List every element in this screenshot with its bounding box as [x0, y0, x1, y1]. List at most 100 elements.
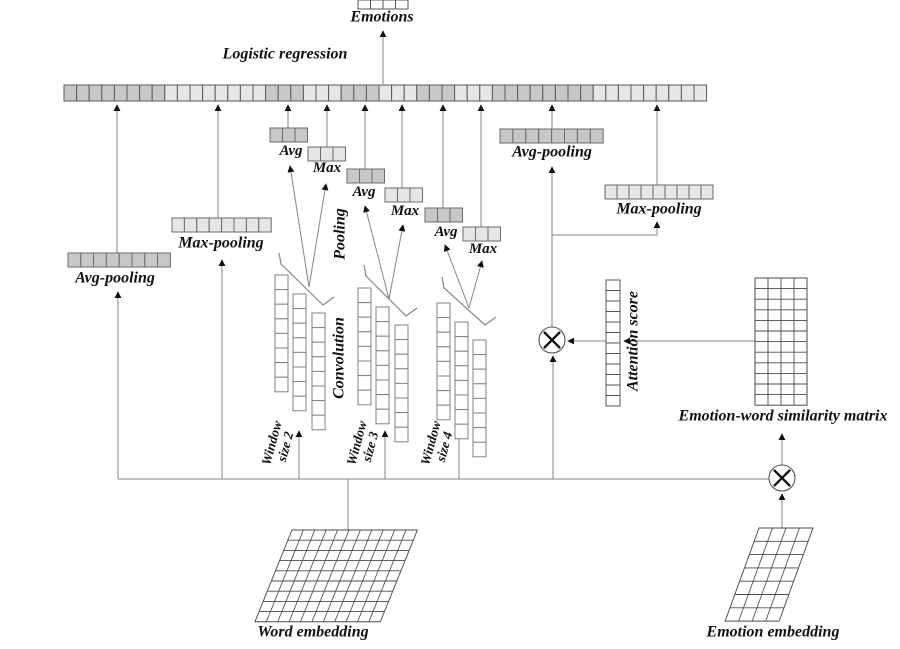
feature-vector-cell [340, 84, 355, 102]
avg1-vector-cell [282, 127, 296, 143]
conv-w2-col1-cell [274, 274, 289, 291]
conv-w2-col1-cell [274, 303, 289, 320]
feature-vector-cell [529, 84, 544, 102]
conv-w3-col2 [375, 306, 390, 425]
avg-pooling-right-vector-cell [525, 128, 540, 144]
avg1-vector-cell [294, 127, 308, 143]
max-pooling-right-vector-cell [616, 184, 630, 200]
word-embedding-grid [254, 529, 419, 623]
conv-w3-col3-cell [394, 368, 409, 384]
feature-vector-cell [76, 84, 90, 102]
avg1-vector-cell [269, 127, 283, 143]
conv-w2-col3-cell [311, 385, 326, 402]
avg-pooling-left-vector-cell [93, 252, 107, 268]
feature-vector-cell [88, 84, 103, 102]
emotions-vector-cell [395, 0, 409, 10]
max-pooling-right-vector-cell [628, 184, 642, 200]
attention-score-vector-cell [605, 342, 621, 354]
avg1-vector [269, 127, 308, 143]
emotions-vector-cell [357, 0, 371, 10]
conv-w4-col2-cell [454, 336, 469, 352]
attention-score-vector-cell [605, 311, 621, 323]
conv-w3-col3 [394, 324, 409, 443]
feature-vector-cell [504, 84, 519, 102]
emotion-embedding-grid [724, 527, 814, 622]
attention-score-vector-cell [605, 374, 621, 386]
feature-vector-cell [655, 84, 670, 102]
feature-vector-cell [605, 84, 619, 102]
feature-vector-cell [277, 84, 292, 102]
max-pooling-left-vector-cell [245, 217, 260, 233]
conv-w4-col2-cell [454, 321, 469, 338]
conv-w2-col1-cell [274, 376, 289, 393]
conv-w3-col1-cell [357, 287, 372, 304]
max-pooling-left-vector-cell [233, 217, 247, 233]
conv-w3-col1-cell [357, 316, 372, 333]
conv-w3-col2-cell [375, 379, 390, 396]
feature-vector-cell [214, 84, 229, 102]
conv-w3-col1 [357, 287, 372, 406]
feature-vector-cell [227, 84, 241, 102]
pooling-bracket-w2 [278, 252, 335, 306]
attention-score-vector-cell [605, 332, 621, 344]
avg-pooling-right-vector-cell [499, 128, 514, 144]
edge-w4-to-avg3 [443, 244, 470, 309]
avg3-vector [424, 207, 463, 223]
pooling-bracket-w3 [363, 264, 418, 317]
max-pooling-left-vector [171, 217, 272, 233]
conv-w3-col1-cell [357, 375, 372, 391]
feature-vector-cell [428, 84, 443, 102]
conv-w3-col1-cell [357, 302, 372, 318]
feature-vector-cell [403, 84, 418, 102]
feature-vector-cell [151, 84, 166, 102]
conv-w2-col2-cell [292, 395, 307, 412]
feature-vector-cell [416, 84, 430, 102]
conv-w2-col1-cell [274, 318, 289, 334]
feature-vector-cell [113, 84, 128, 102]
avg3-vector-cell [424, 207, 438, 223]
conv-w2-col1-cell [274, 332, 289, 349]
edge-w4-to-max3 [468, 260, 484, 309]
conv-w4-col2-cell [454, 379, 469, 396]
max-pooling-right-vector-cell [688, 184, 702, 200]
conv-w4-col1-cell [436, 331, 451, 348]
conv-w4-col1-cell [436, 317, 451, 333]
feature-vector-cell [63, 84, 78, 102]
feature-vector-cell [466, 84, 481, 102]
feature-vector-cell [454, 84, 468, 102]
max1-vector-cell [320, 146, 334, 162]
edge-w2-to-avg1 [287, 165, 310, 288]
feature-vector-cell [592, 84, 607, 102]
max-pooling-left-vector-cell [183, 217, 198, 233]
avg-pooling-right-vector-cell [576, 128, 591, 144]
attention-score-vector-cell [605, 395, 621, 407]
feature-vector-cell [176, 84, 191, 102]
conv-w3-col1-cell [357, 331, 372, 347]
feature-vector [63, 84, 708, 102]
max-pooling-left-vector-cell [221, 217, 235, 233]
conv-w3-col1-cell [357, 345, 372, 362]
conv-w3-col3-cell [394, 426, 409, 443]
conv-w3-col2-cell [375, 364, 390, 381]
avg-pooling-left-vector-cell [67, 252, 82, 268]
feature-vector-cell [315, 84, 330, 102]
avg-pooling-left-vector-cell [118, 252, 133, 268]
max2-vector-cell [384, 187, 398, 203]
conv-w4-col1-cell [436, 404, 451, 421]
feature-vector-cell [252, 84, 267, 102]
max-pooling-right-vector-cell [700, 184, 714, 200]
conv-w3-col3-cell [394, 397, 409, 414]
feature-vector-cell [239, 84, 254, 102]
conv-w4-col1-cell [436, 375, 451, 392]
feature-vector-cell [479, 84, 493, 102]
emotions-vector [357, 0, 409, 10]
max3-vector-cell [475, 226, 489, 242]
conv-w4-col2 [454, 321, 469, 440]
conv-w2-col1-cell [274, 362, 289, 378]
feature-vector-cell [164, 84, 178, 102]
feature-vector-cell [378, 84, 393, 102]
conv-w3-col1-cell [357, 360, 372, 377]
feature-vector-cell [517, 84, 531, 102]
conv-w4-col1-cell [436, 360, 451, 377]
attention-score-vector-cell [605, 363, 621, 375]
